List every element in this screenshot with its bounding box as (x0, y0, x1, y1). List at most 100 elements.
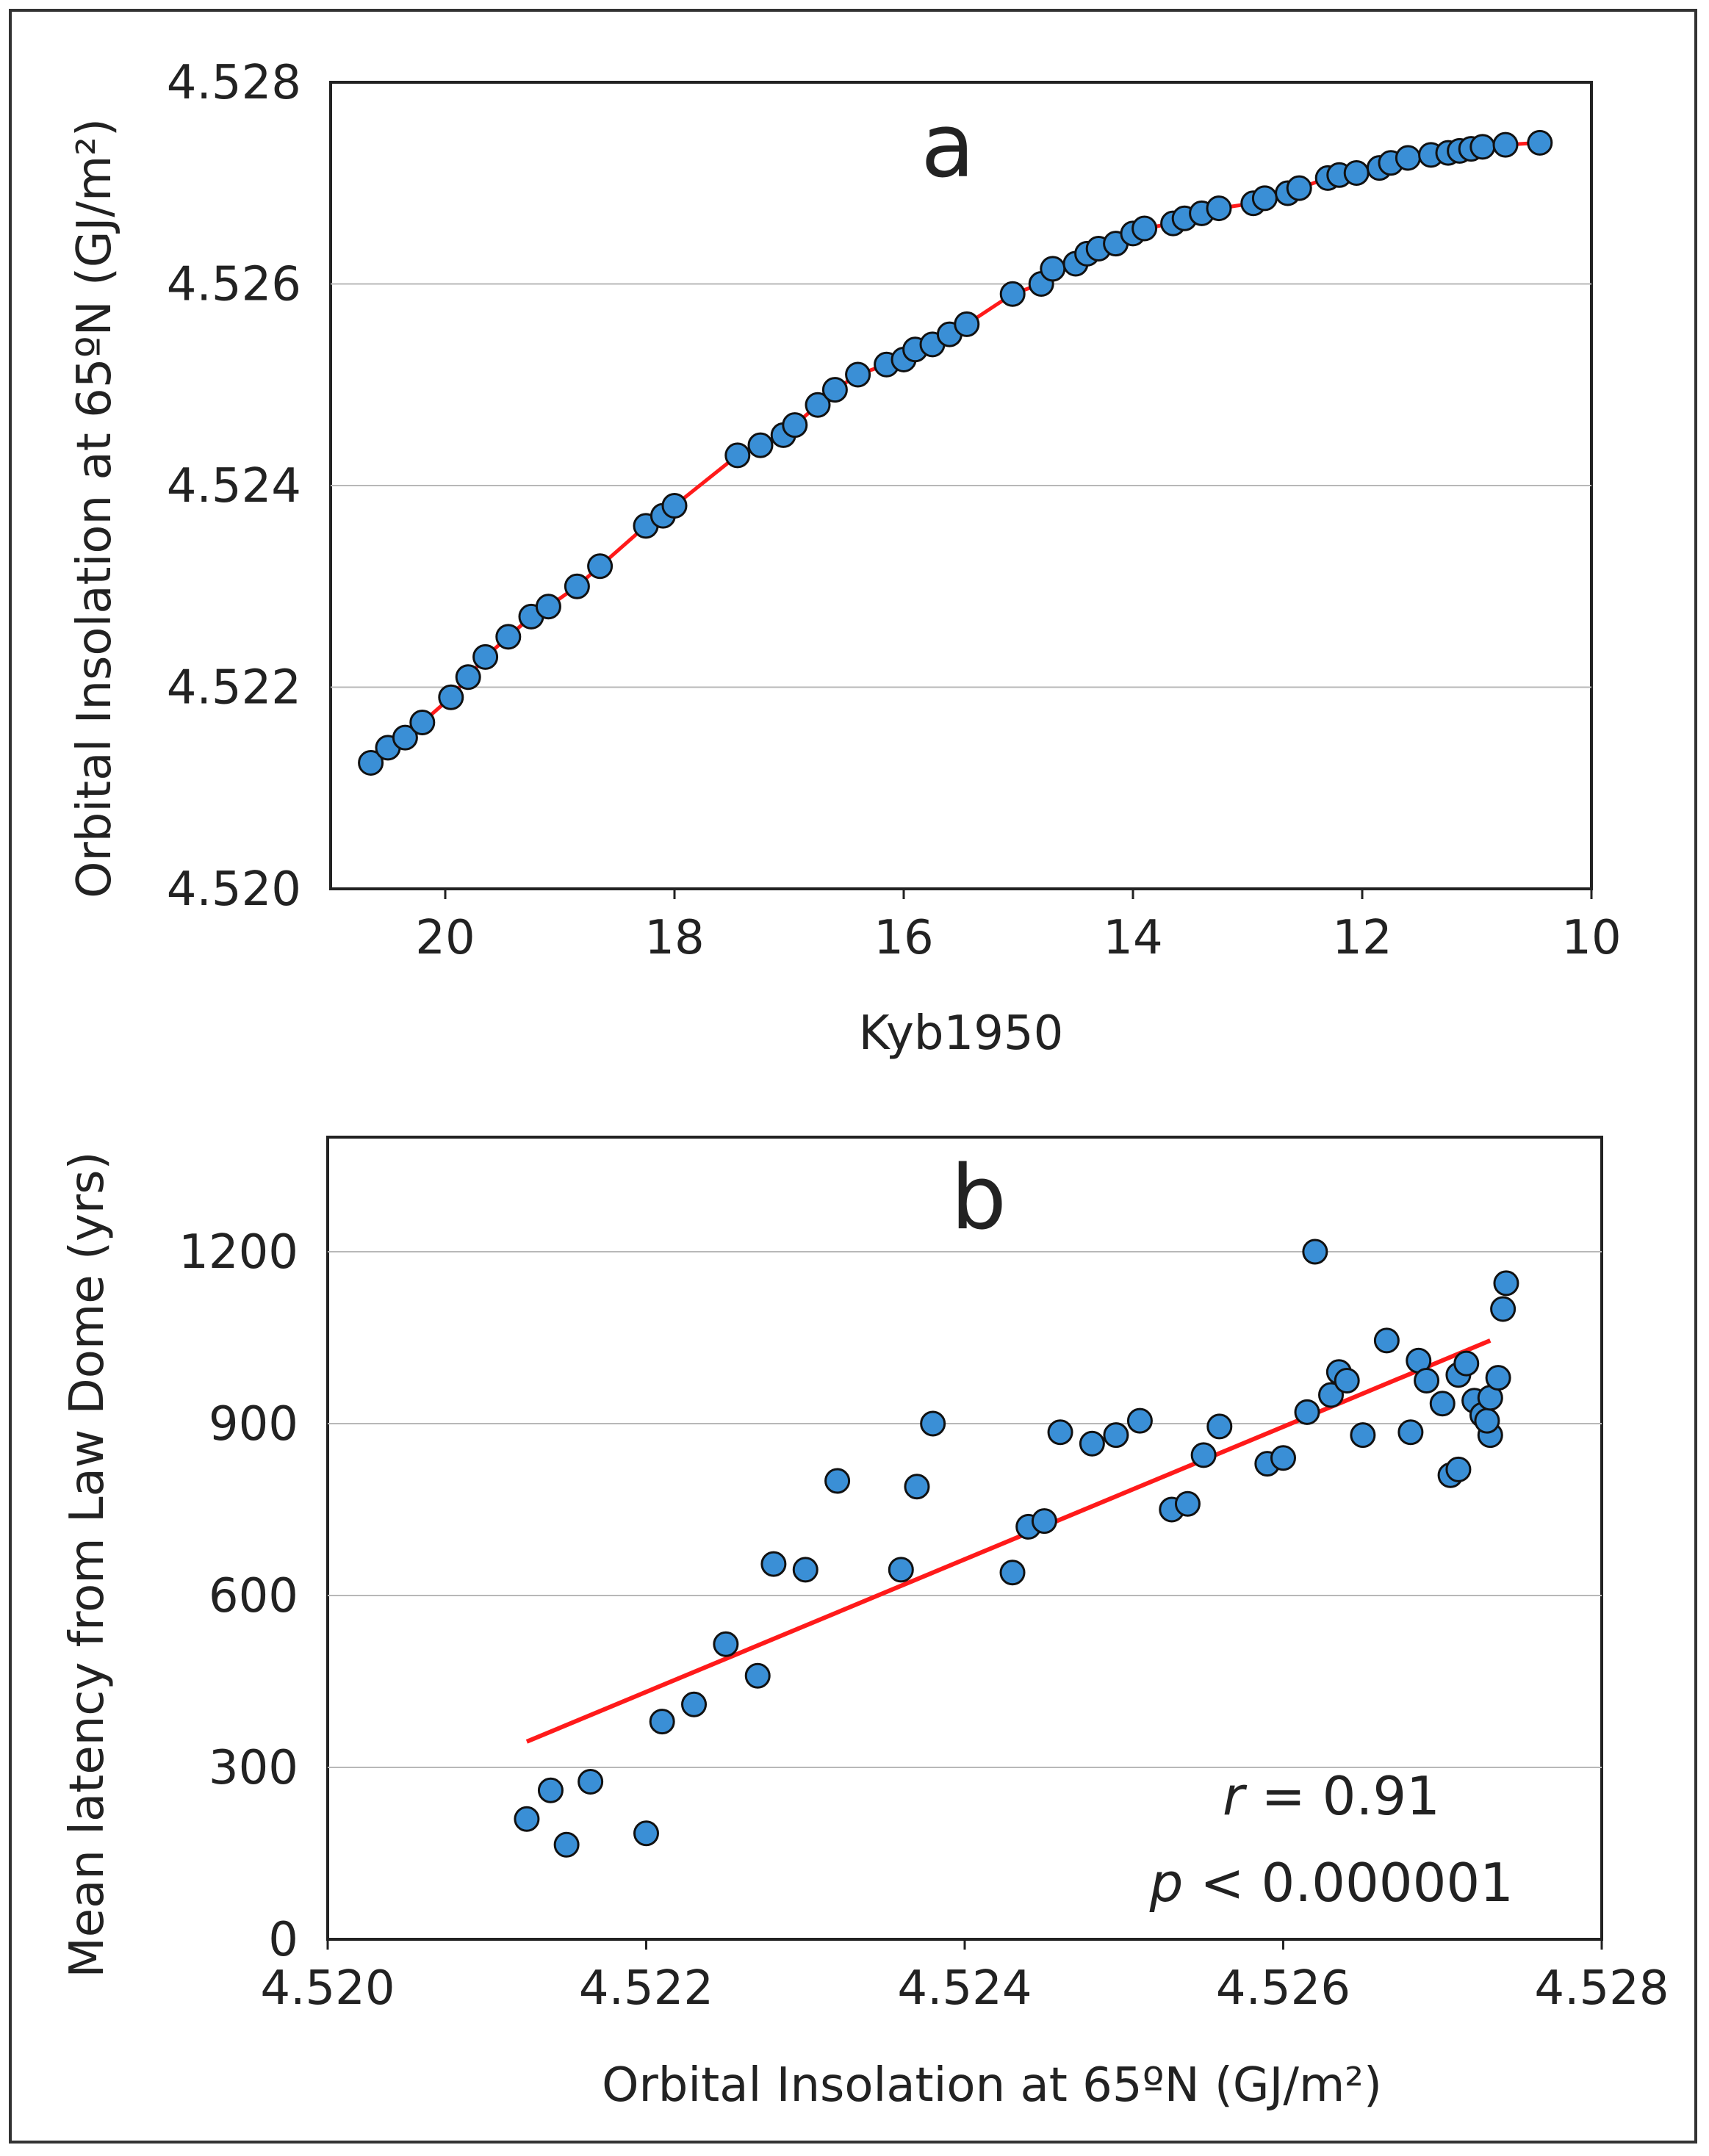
panel-a-y-axis-label: Orbital Insolation at 65ºN (GJ/m²) (68, 118, 122, 898)
a-data-point (1469, 134, 1496, 160)
b-data-point (1429, 1391, 1456, 1417)
b-data-point (1445, 1456, 1472, 1482)
a-data-point (1343, 160, 1370, 187)
a-x-tick-label: 10 (1561, 911, 1621, 965)
b-data-point (1126, 1407, 1153, 1434)
b-data-point (514, 1806, 540, 1832)
p-value: < 0.000001 (1183, 1852, 1514, 1914)
b-x-tick-label: 4.524 (897, 1961, 1032, 2016)
b-y-tick-label: 600 (209, 1569, 298, 1623)
a-data-point (1492, 131, 1519, 158)
b-y-tick-label: 1200 (179, 1225, 298, 1280)
a-y-tick-label: 4.526 (167, 258, 301, 312)
a-data-point (1131, 215, 1158, 242)
a-data-point (724, 442, 751, 469)
a-x-tick-label: 20 (415, 911, 475, 965)
b-data-point (1453, 1350, 1480, 1377)
panel-b-y-axis-label: Mean latency from Law Dome (yrs) (60, 1152, 115, 1978)
b-data-point (1350, 1422, 1376, 1449)
panel-b-points (514, 1239, 1519, 1858)
panel-b-plot-area (326, 1136, 1603, 1941)
a-data-point (845, 361, 871, 388)
b-data-point (578, 1769, 604, 1795)
b-data-point (1334, 1368, 1360, 1394)
b-data-point (1302, 1239, 1328, 1265)
a-data-point (587, 553, 614, 580)
a-data-point (535, 594, 561, 620)
p-annotation: p < 0.000001 (1149, 1852, 1514, 1914)
a-data-point (438, 684, 464, 710)
b-data-point (1270, 1445, 1296, 1471)
a-data-point (821, 377, 848, 403)
b-data-point (1318, 1382, 1345, 1408)
a-data-point (495, 624, 522, 650)
b-data-point (1047, 1419, 1073, 1446)
a-data-point (409, 710, 436, 736)
r-symbol: r (1223, 1765, 1248, 1827)
b-data-point (1414, 1368, 1440, 1394)
b-data-point (1493, 1270, 1519, 1297)
b-data-point (633, 1820, 659, 1847)
a-data-point (1251, 185, 1278, 212)
a-data-point (564, 573, 590, 599)
a-x-tick-label: 16 (874, 911, 933, 965)
b-data-point (1103, 1422, 1129, 1449)
b-data-point (1474, 1407, 1500, 1434)
b-x-tick-label: 4.522 (579, 1961, 713, 2016)
a-data-point (358, 749, 384, 776)
a-data-point (747, 432, 774, 458)
a-x-tick-label: 18 (644, 911, 704, 965)
b-y-tick-label: 900 (209, 1397, 298, 1452)
a-y-tick-label: 4.528 (167, 56, 301, 110)
b-y-tick-label: 0 (268, 1913, 298, 1967)
a-data-point (661, 492, 688, 519)
a-y-tick-label: 4.520 (167, 862, 301, 917)
b-data-point (681, 1691, 708, 1717)
b-data-point (553, 1831, 580, 1858)
a-data-point (1040, 256, 1066, 282)
b-data-point (999, 1560, 1026, 1586)
r-value: = 0.91 (1245, 1765, 1440, 1827)
b-data-point (1490, 1296, 1516, 1322)
b-x-tick-label: 4.528 (1534, 1961, 1669, 2016)
b-data-point (1294, 1399, 1320, 1425)
p-symbol: p (1149, 1852, 1184, 1914)
a-data-point (1206, 195, 1232, 222)
a-x-tick-label: 12 (1332, 911, 1392, 965)
panel-b: 0 300 600 900 1200 4.520 4.522 4.524 4.526 4.528… (60, 1136, 1669, 2113)
b-data-point (1485, 1365, 1511, 1391)
b-data-point (1206, 1413, 1233, 1440)
panel-a-gridlines (331, 283, 1591, 688)
panel-a-x-axis-label: Kyb1950 (859, 1006, 1064, 1061)
panel-b-gridlines (328, 1251, 1602, 1768)
a-data-point (805, 392, 831, 418)
a-y-tick-label: 4.522 (167, 661, 301, 715)
a-data-point (1527, 129, 1553, 156)
b-data-point (713, 1631, 739, 1657)
b-data-point (888, 1557, 914, 1583)
b-data-point (792, 1557, 818, 1583)
b-data-point (1031, 1508, 1057, 1535)
r-annotation: r = 0.91 (1223, 1765, 1440, 1827)
panel-b-x-ticks: 4.520 4.522 4.524 4.526 4.528 (260, 1939, 1669, 2016)
b-data-point (1174, 1490, 1201, 1517)
a-data-point (1286, 175, 1312, 201)
panel-b-label: b (951, 1147, 1007, 1250)
b-data-point (1397, 1419, 1424, 1446)
a-data-point (392, 724, 418, 751)
panel-a-points (358, 129, 1553, 776)
b-data-point (649, 1709, 675, 1735)
b-data-point (537, 1777, 564, 1803)
b-x-tick-label: 4.520 (260, 1961, 395, 2016)
b-data-point (1373, 1327, 1400, 1354)
panel-a: 4.520 4.522 4.524 4.526 4.528 20 18 16 14 12 10 a… (68, 56, 1622, 1061)
b-data-point (904, 1474, 930, 1500)
figure-frame (9, 9, 1697, 2144)
panel-b-y-ticks: 0 300 600 900 1200 (179, 1225, 298, 1967)
a-x-tick-label: 14 (1103, 911, 1162, 965)
b-data-point (824, 1468, 851, 1494)
panel-a-label: a (921, 95, 975, 198)
b-data-point (1190, 1442, 1217, 1468)
a-data-point (954, 311, 980, 337)
